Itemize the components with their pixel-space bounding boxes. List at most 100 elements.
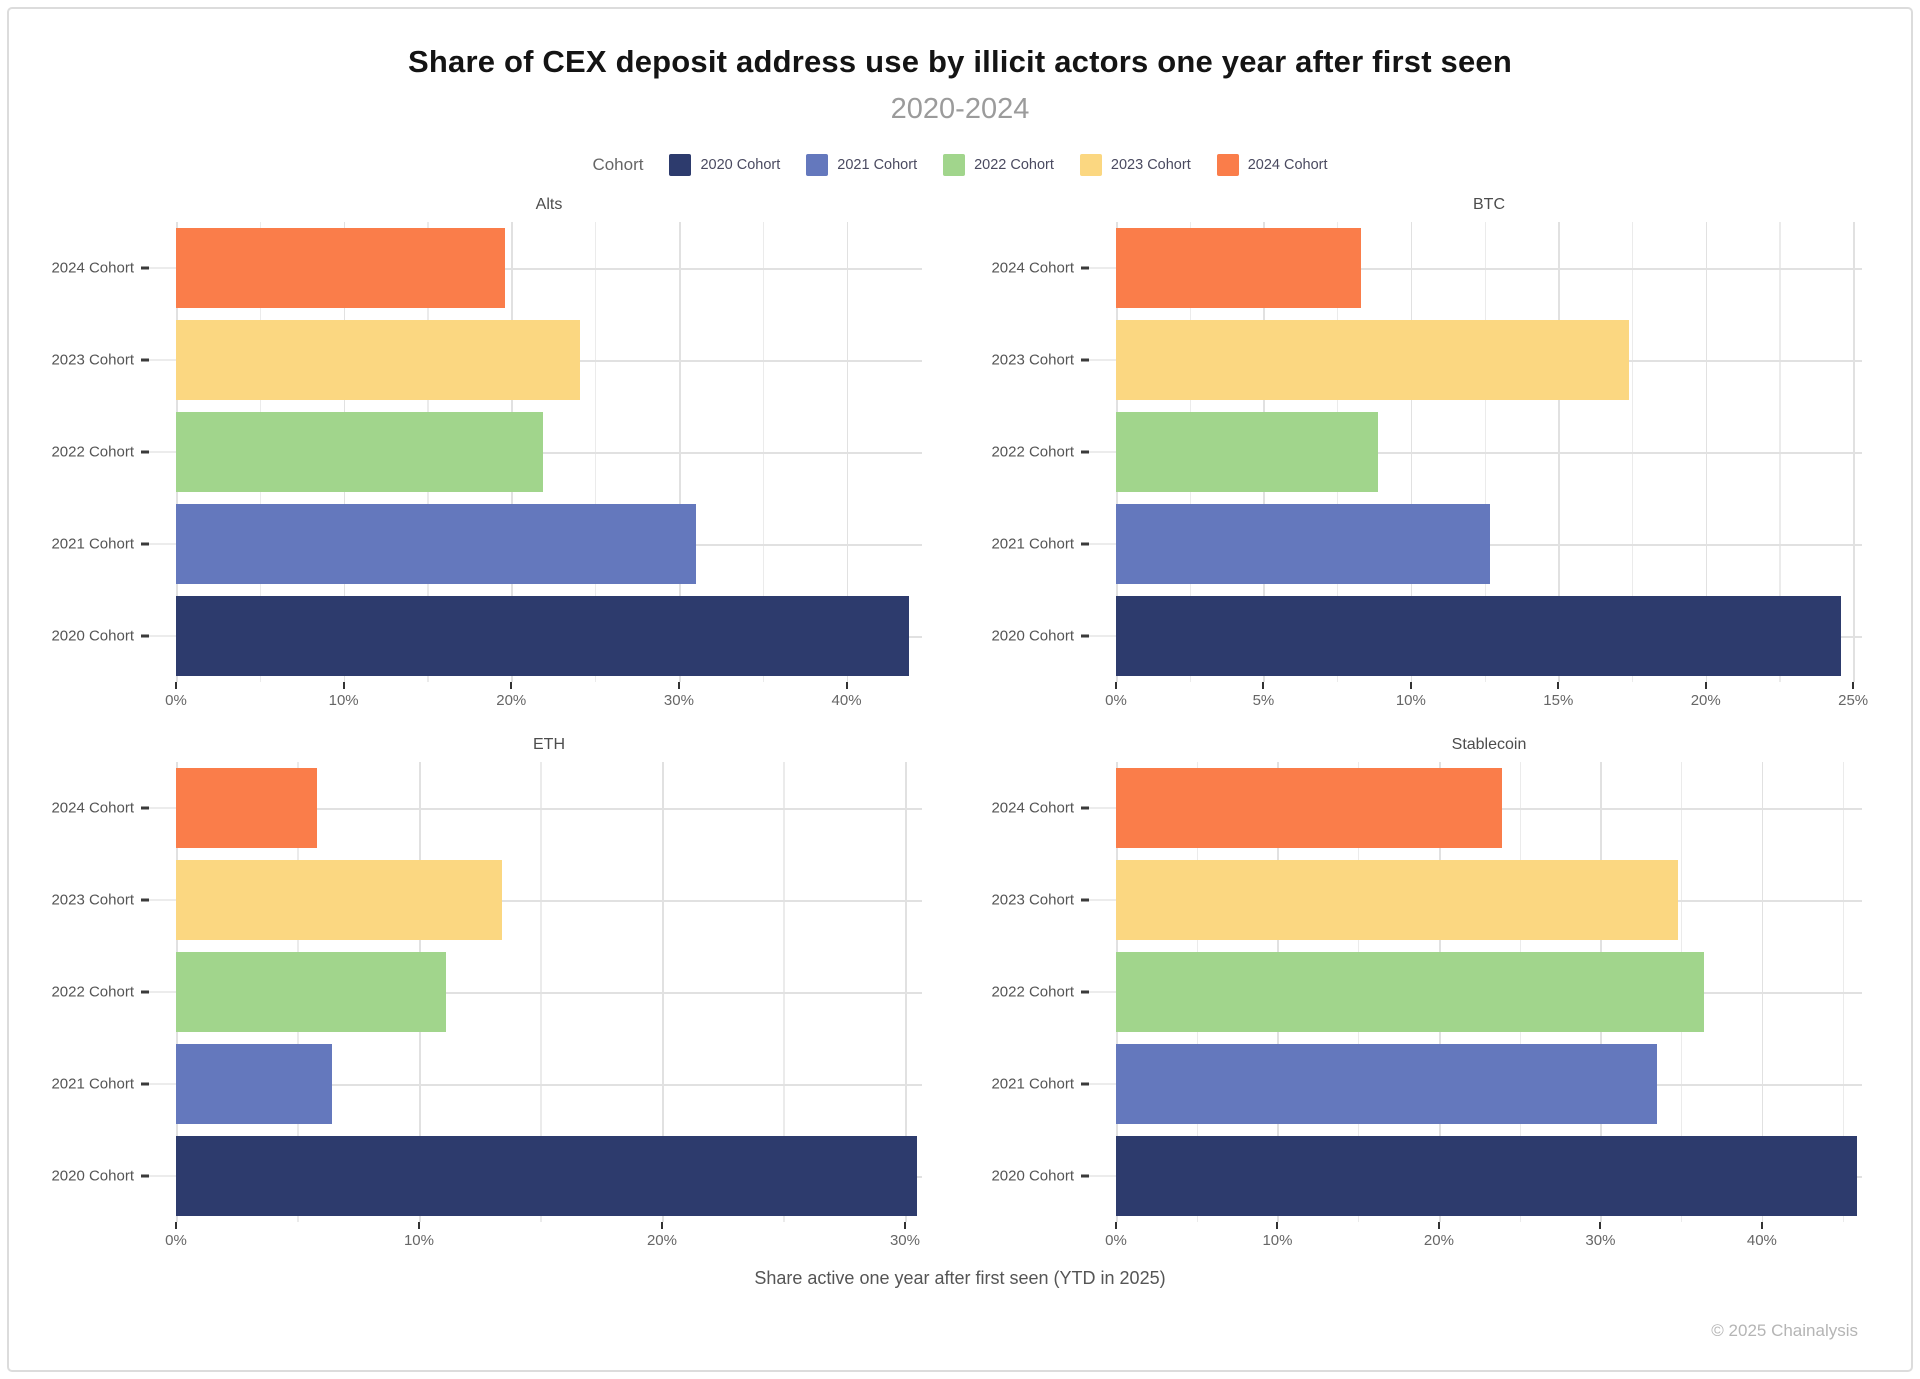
y-tick-row: 2023 Cohort xyxy=(30,892,176,909)
x-tick-label: 40% xyxy=(831,692,862,709)
legend-swatch-icon xyxy=(1079,154,1102,176)
bar-2021-cohort xyxy=(1116,1044,1657,1124)
subplot-body: 2024 Cohort 2023 Cohort 2022 Cohort 2021 Co… xyxy=(30,762,922,1222)
y-tick-mark xyxy=(1081,450,1089,454)
legend-item: 2023 Cohort xyxy=(1079,154,1191,176)
x-tick-mark xyxy=(903,1222,906,1229)
chart-title: Share of CEX deposit address use by illi… xyxy=(407,44,1513,79)
x-tick-mark xyxy=(1760,1222,1763,1229)
bar-2021-cohort xyxy=(176,504,696,584)
y-tick-label: 2021 Cohort xyxy=(51,1075,134,1093)
legend-title: Cohort xyxy=(592,155,644,174)
y-tick-mark xyxy=(141,634,149,638)
bar-2020-cohort xyxy=(1116,1136,1858,1216)
y-tick-connector xyxy=(149,267,176,269)
bar-2023-cohort xyxy=(176,320,580,400)
x-tick-label: 0% xyxy=(1105,692,1127,709)
bar-2024-cohort xyxy=(176,228,505,308)
bar-2020-cohort xyxy=(1116,596,1842,676)
gridline-row xyxy=(1116,268,1862,270)
y-tick-label: 2023 Cohort xyxy=(51,351,134,369)
bar-2024-cohort xyxy=(1116,768,1502,848)
x-tick-mark xyxy=(1115,682,1117,689)
y-tick-connector xyxy=(1089,543,1116,545)
legend-swatch-icon xyxy=(1216,154,1239,176)
y-tick-mark xyxy=(141,898,149,902)
y-tick-label: 2024 Cohort xyxy=(51,799,134,817)
subplot-title: BTC xyxy=(1473,196,1505,213)
x-tick-label: 0% xyxy=(1105,1232,1127,1249)
x-tick-label: 20% xyxy=(1690,692,1721,709)
y-tick-label: 2020 Cohort xyxy=(991,627,1074,645)
y-tick-mark xyxy=(1081,634,1089,638)
y-tick-connector xyxy=(1089,899,1116,901)
y-tick-label: 2020 Cohort xyxy=(991,1167,1074,1185)
x-tick-label: 20% xyxy=(496,692,527,709)
gridline-row xyxy=(1116,452,1862,454)
y-tick-row: 2021 Cohort xyxy=(30,1076,176,1093)
bar-2020-cohort xyxy=(176,596,909,676)
x-tick-label: 30% xyxy=(889,1232,920,1249)
legend-item: 2022 Cohort xyxy=(943,154,1054,176)
y-tick-connector xyxy=(1089,991,1116,993)
y-tick-mark xyxy=(1081,898,1089,902)
legend-item-label: 2021 Cohort xyxy=(837,157,918,173)
y-tick-connector xyxy=(1089,1175,1116,1177)
plot-panel xyxy=(176,222,922,682)
y-tick-mark xyxy=(141,542,149,546)
y-tick-label: 2023 Cohort xyxy=(991,891,1074,909)
x-tick-mark xyxy=(1557,682,1560,689)
x-tick-label: 40% xyxy=(1746,1232,1777,1249)
bar-2022-cohort xyxy=(1116,952,1704,1032)
subplot-stablecoin: Stablecoin 2024 Cohort 2023 Cohort 2022 Coh… xyxy=(970,736,1862,1256)
gridline-row xyxy=(176,900,922,902)
y-axis-labels: 2024 Cohort 2023 Cohort 2022 Cohort 2021 Co… xyxy=(970,222,1116,682)
legend-item-label: 2023 Cohort xyxy=(1110,157,1191,173)
x-tick-mark xyxy=(342,682,345,689)
x-axis: 0% 10% 20% 30% 40% xyxy=(165,682,922,716)
y-tick-row: 2021 Cohort xyxy=(970,536,1116,553)
x-tick-mark xyxy=(660,1222,663,1229)
y-tick-label: 2020 Cohort xyxy=(51,627,134,645)
x-tick-label: 10% xyxy=(328,692,359,709)
copyright-footer: © 2025 Chainalysis xyxy=(1711,1321,1858,1340)
x-tick-label: 0% xyxy=(165,1232,187,1249)
x-tick-mark xyxy=(1262,682,1265,689)
x-tick-mark xyxy=(1599,1222,1602,1229)
x-axis: 0% 10% 20% 30% xyxy=(165,1222,922,1256)
y-tick-label: 2022 Cohort xyxy=(51,983,134,1001)
y-tick-row: 2020 Cohort xyxy=(970,1168,1116,1185)
y-tick-row: 2020 Cohort xyxy=(970,628,1116,645)
y-tick-connector xyxy=(149,991,176,993)
legend-item: 2021 Cohort xyxy=(806,154,917,176)
x-tick-mark xyxy=(417,1222,420,1229)
y-tick-mark xyxy=(141,990,149,994)
bar-2023-cohort xyxy=(176,860,502,940)
y-tick-mark xyxy=(1081,1082,1089,1086)
y-tick-row: 2022 Cohort xyxy=(970,444,1116,461)
x-tick-label: 10% xyxy=(403,1232,434,1249)
y-tick-label: 2022 Cohort xyxy=(51,443,134,461)
x-tick-label: 15% xyxy=(1543,692,1574,709)
y-tick-row: 2022 Cohort xyxy=(30,984,176,1001)
y-tick-connector xyxy=(1089,635,1116,637)
x-tick-label: 30% xyxy=(1585,1232,1616,1249)
subplot-body: 2024 Cohort 2023 Cohort 2022 Cohort 2021 Co… xyxy=(970,762,1862,1222)
y-tick-row: 2022 Cohort xyxy=(970,984,1116,1001)
legend-swatch-icon xyxy=(669,154,692,176)
gridline-row xyxy=(176,268,922,270)
x-tick-mark xyxy=(510,682,513,689)
y-tick-label: 2021 Cohort xyxy=(51,535,134,553)
y-tick-label: 2021 Cohort xyxy=(991,1075,1074,1093)
bar-2022-cohort xyxy=(176,412,544,492)
y-tick-label: 2020 Cohort xyxy=(51,1167,134,1185)
legend: Cohort 2020 Cohort 2021 Cohort 2022 Cohort… xyxy=(0,154,1920,176)
x-tick-label: 5% xyxy=(1252,692,1275,709)
y-tick-mark xyxy=(1081,990,1089,994)
x-tick-label: 20% xyxy=(1423,1232,1454,1249)
y-tick-mark xyxy=(1081,806,1089,810)
gridline-row xyxy=(176,1084,922,1086)
y-tick-mark xyxy=(141,806,149,810)
subplot-body: 2024 Cohort 2023 Cohort 2022 Cohort 2021 Co… xyxy=(30,222,922,682)
